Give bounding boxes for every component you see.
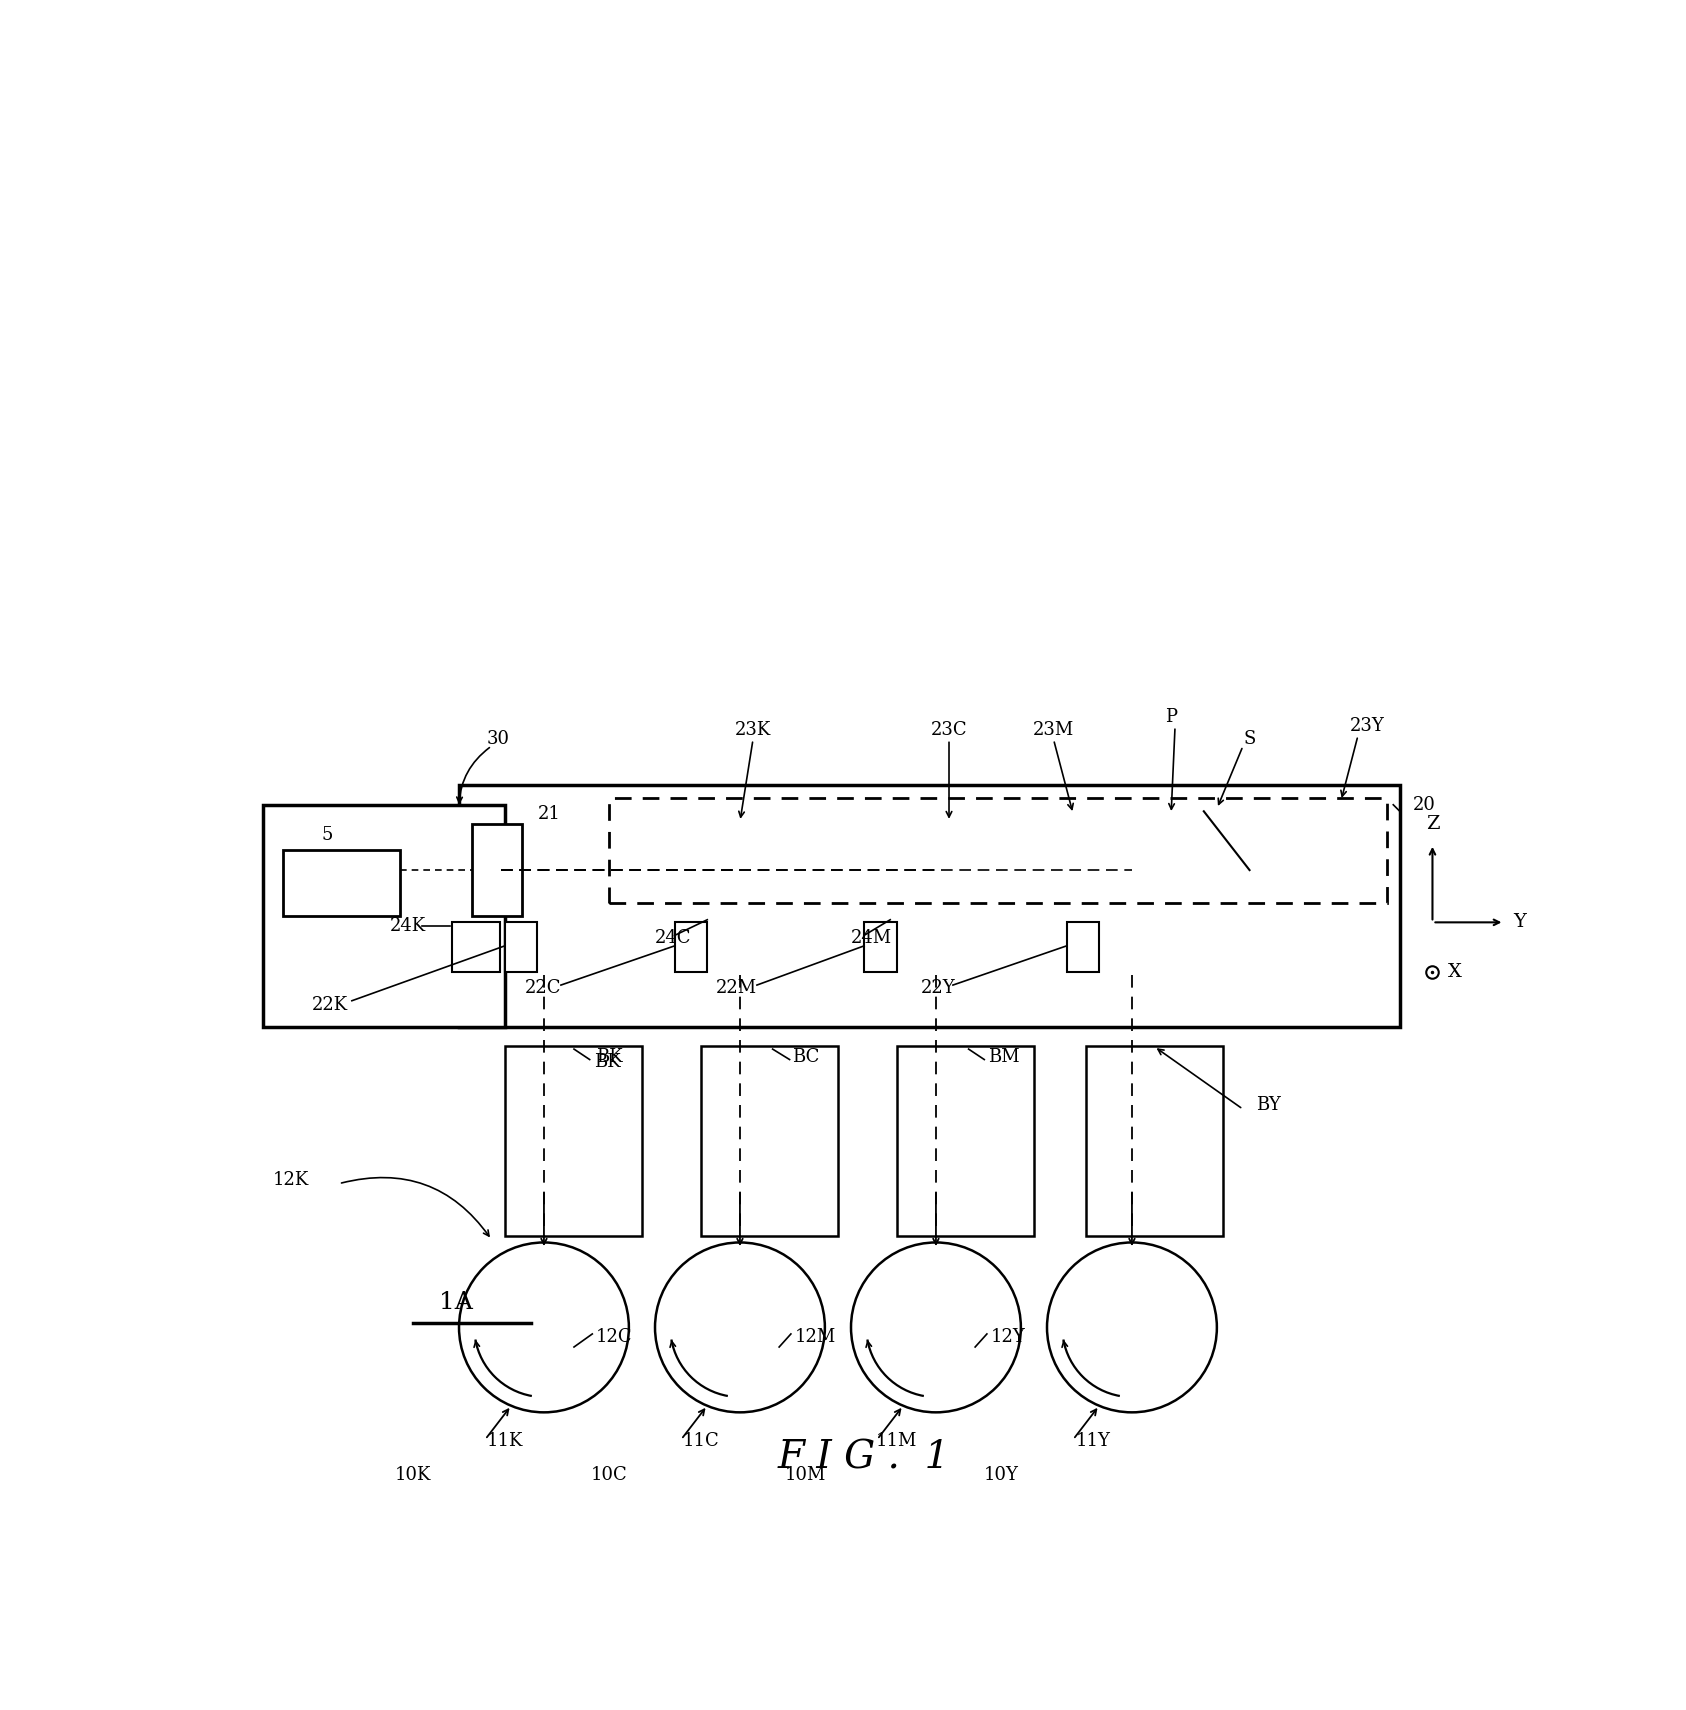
Text: P: P — [1165, 708, 1177, 727]
Text: 30: 30 — [487, 730, 509, 749]
Text: 11C: 11C — [683, 1431, 720, 1450]
Text: 10K: 10K — [395, 1465, 432, 1484]
Text: 20: 20 — [1413, 795, 1436, 814]
Text: 11K: 11K — [487, 1431, 523, 1450]
Text: Z: Z — [1426, 816, 1440, 833]
Text: 23K: 23K — [735, 722, 771, 739]
FancyBboxPatch shape — [701, 1047, 838, 1236]
Text: BK: BK — [593, 1053, 620, 1070]
Text: Y: Y — [1514, 913, 1526, 932]
Text: 11Y: 11Y — [1076, 1431, 1109, 1450]
Text: 10C: 10C — [590, 1465, 627, 1484]
FancyBboxPatch shape — [1086, 1047, 1224, 1236]
FancyBboxPatch shape — [283, 850, 400, 917]
FancyBboxPatch shape — [472, 824, 521, 917]
Text: 22K: 22K — [312, 995, 347, 1014]
Text: BK: BK — [597, 1048, 622, 1065]
Text: 23Y: 23Y — [1350, 718, 1384, 735]
Text: 12C: 12C — [597, 1327, 632, 1346]
Text: X: X — [1448, 963, 1462, 982]
Text: 22M: 22M — [717, 978, 757, 997]
Text: 21: 21 — [538, 805, 560, 823]
FancyBboxPatch shape — [452, 922, 499, 971]
FancyBboxPatch shape — [865, 922, 897, 971]
Text: S: S — [1243, 730, 1256, 749]
FancyBboxPatch shape — [674, 922, 708, 971]
Text: 5: 5 — [322, 826, 334, 843]
FancyBboxPatch shape — [459, 785, 1399, 1028]
Text: 12K: 12K — [273, 1171, 309, 1188]
Text: 22Y: 22Y — [921, 978, 956, 997]
Text: 22C: 22C — [524, 978, 561, 997]
Text: BC: BC — [792, 1048, 819, 1065]
Text: F I G .  1: F I G . 1 — [777, 1440, 951, 1476]
FancyBboxPatch shape — [504, 922, 538, 971]
Text: 10M: 10M — [784, 1465, 826, 1484]
Text: 23M: 23M — [1034, 722, 1074, 739]
Text: 12Y: 12Y — [991, 1327, 1025, 1346]
Text: 24C: 24C — [656, 929, 691, 947]
FancyBboxPatch shape — [897, 1047, 1034, 1236]
Text: 10Y: 10Y — [985, 1465, 1018, 1484]
FancyBboxPatch shape — [1067, 922, 1099, 971]
Text: 24K: 24K — [389, 917, 427, 935]
Text: 23C: 23C — [931, 722, 968, 739]
FancyBboxPatch shape — [504, 1047, 642, 1236]
FancyBboxPatch shape — [263, 805, 504, 1028]
Text: BY: BY — [1256, 1096, 1281, 1115]
Text: 12M: 12M — [794, 1327, 836, 1346]
Text: BM: BM — [988, 1048, 1020, 1065]
Text: 11M: 11M — [877, 1431, 917, 1450]
Text: 24M: 24M — [851, 929, 892, 947]
Text: 1A: 1A — [440, 1291, 474, 1315]
